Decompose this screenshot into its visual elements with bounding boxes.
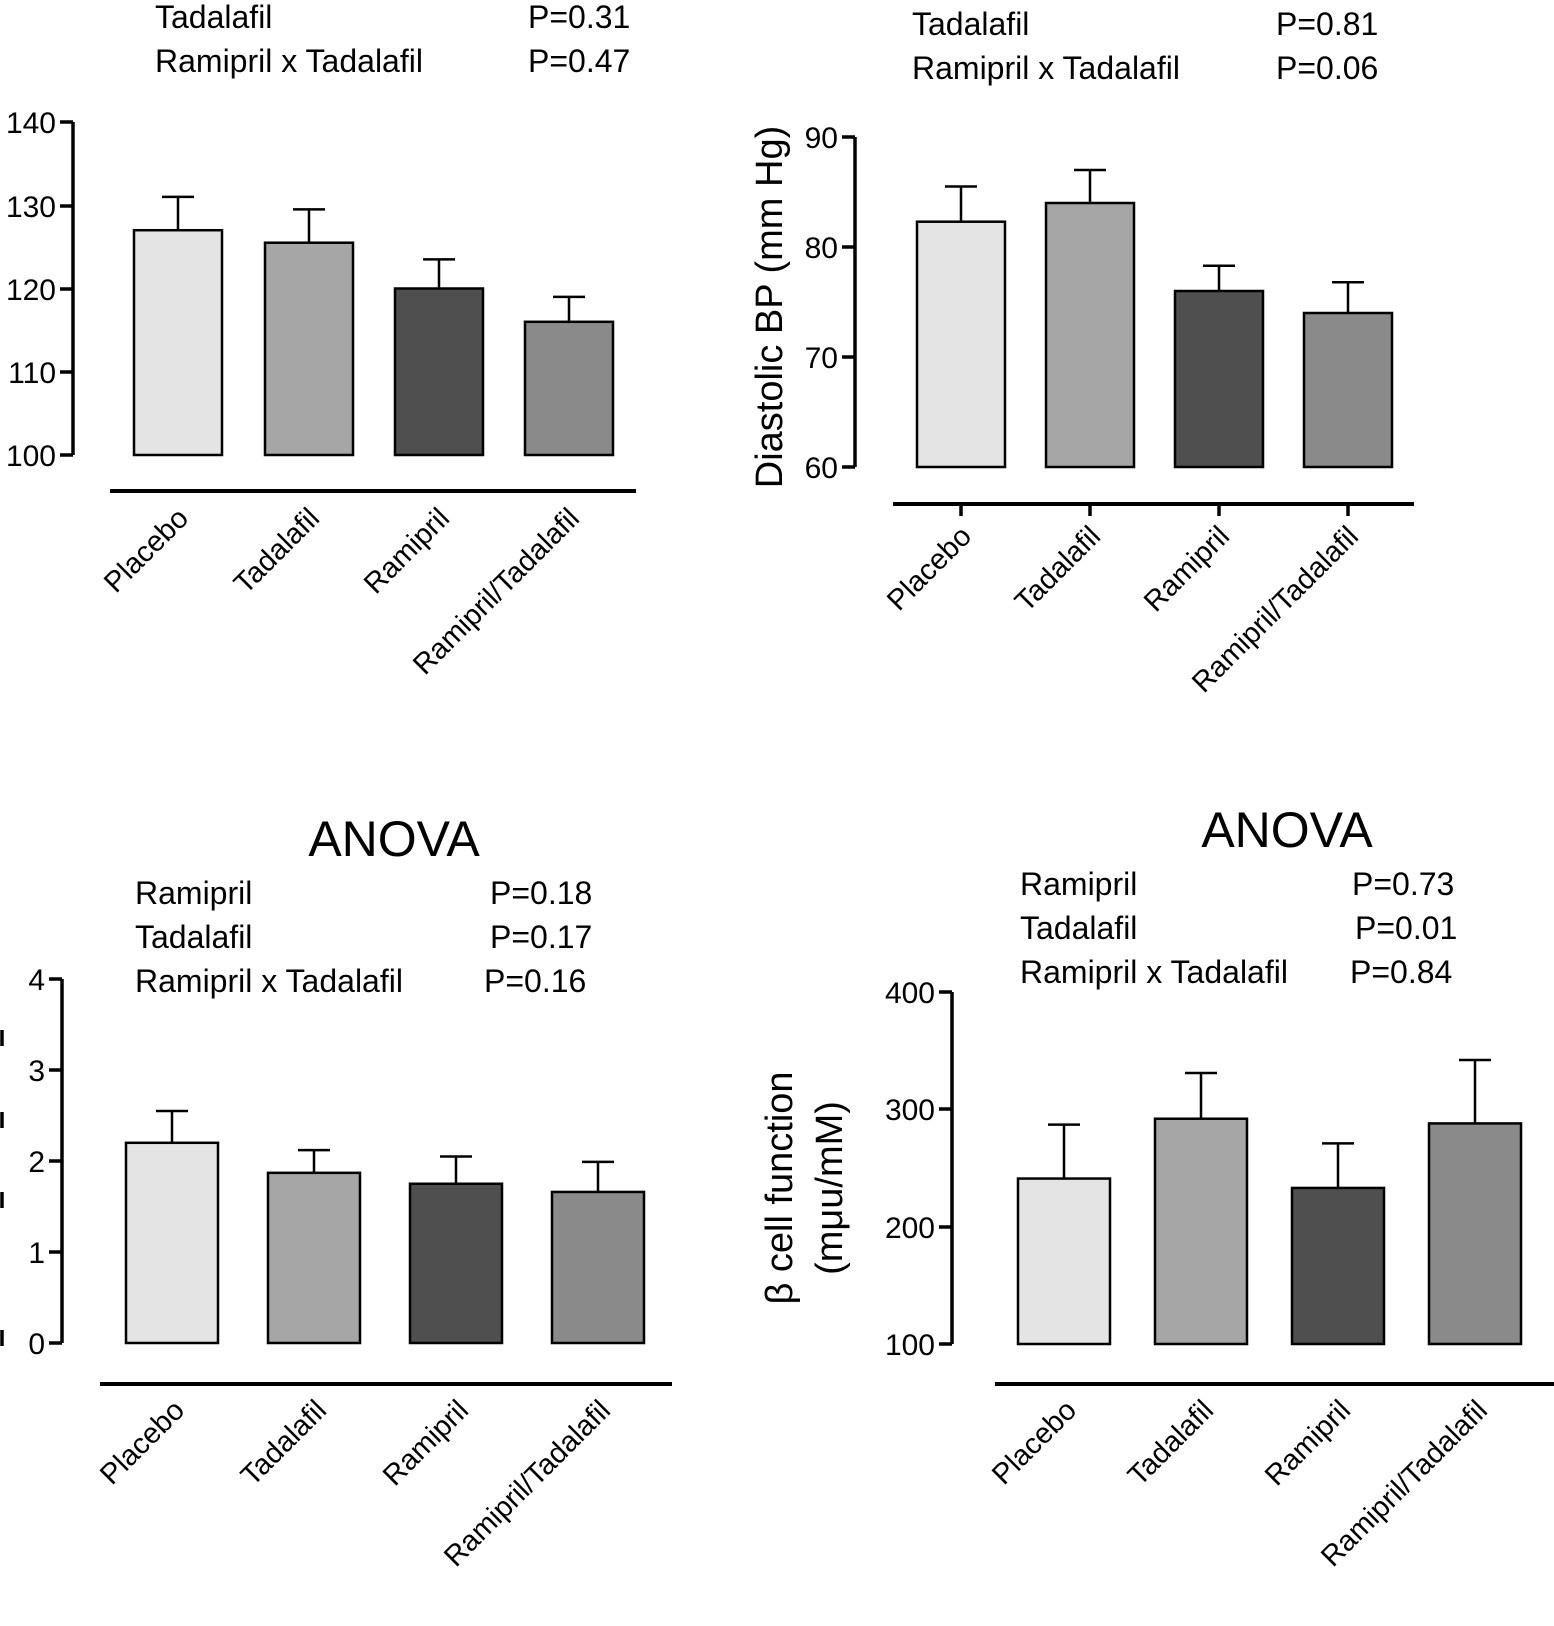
anova-p-2: P=0.47 xyxy=(528,43,630,79)
anova-label-3: Ramipril x Tadalafil xyxy=(135,963,403,999)
category-label: Tadalafil xyxy=(228,502,326,600)
anova-label-2: Ramipril x Tadalafil xyxy=(155,43,423,79)
panel-1: Tadalafil P=0.31 Ramipril x Tadalafil P=… xyxy=(6,0,636,681)
error-bar-placebo xyxy=(162,195,194,231)
category-label: Placebo xyxy=(98,502,195,599)
bar-ramipril xyxy=(1173,289,1265,469)
y-axis-title-line-1: β cell function xyxy=(759,1071,801,1304)
category-label: Placebo xyxy=(986,1394,1083,1491)
anova-label-1: Ramipril xyxy=(135,875,252,911)
error-bar-ramipril-tadalafil xyxy=(582,1160,614,1192)
anova-label-1: Tadalafil xyxy=(912,6,1029,42)
panel-3: ANOVA Ramipril P=0.18 Tadalafil P=0.17 R… xyxy=(0,811,672,1573)
bar-placebo xyxy=(1016,1177,1112,1346)
bar-placebo xyxy=(915,220,1007,469)
bar-placebo xyxy=(132,228,224,457)
anova-p-1: P=0.31 xyxy=(528,0,630,35)
category-label: Ramipril xyxy=(1138,520,1236,618)
error-bar-ramipril-tadalafil xyxy=(1332,280,1364,313)
anova-p-3: P=0.16 xyxy=(484,963,586,999)
y-tick-label: 2 xyxy=(28,1146,45,1179)
bar-ramipril-tadalafil xyxy=(1427,1122,1523,1346)
y-tick-label: 300 xyxy=(885,1094,935,1127)
bar-ramipril-tadalafil xyxy=(550,1190,646,1345)
y-axis-title-line-2: (mμu/mM) xyxy=(809,1101,851,1275)
error-bar-placebo xyxy=(945,185,977,222)
y-tick-label: 100 xyxy=(6,440,56,473)
category-label: Ramipril xyxy=(1259,1394,1357,1492)
y-tick-label: 120 xyxy=(6,274,56,307)
anova-p-1: P=0.81 xyxy=(1276,6,1378,42)
y-tick-label: 4 xyxy=(28,964,45,997)
panel-title: ANOVA xyxy=(1201,802,1373,858)
y-tick-label: 70 xyxy=(805,342,838,375)
anova-p-1: P=0.18 xyxy=(490,875,592,911)
panel-title: ANOVA xyxy=(308,811,480,867)
y-tick-label: 200 xyxy=(885,1212,935,1245)
y-tick-label: 140 xyxy=(6,107,56,140)
bar-ramipril-tadalafil xyxy=(523,320,615,457)
y-tick-label: 90 xyxy=(805,122,838,155)
category-label: Ramipril xyxy=(377,1394,475,1492)
y-tick-label: 400 xyxy=(885,977,935,1010)
y-tick-label: 1 xyxy=(28,1237,45,1270)
panel-4: ANOVA Ramipril P=0.73 Tadalafil P=0.01 R… xyxy=(759,802,1554,1573)
anova-label-3: Ramipril x Tadalafil xyxy=(1020,954,1288,990)
bar-placebo xyxy=(124,1141,220,1345)
bar-tadalafil xyxy=(263,241,355,457)
category-label: Tadalafil xyxy=(1009,520,1107,618)
panel-2: Tadalafil P=0.81 Ramipril x Tadalafil P=… xyxy=(749,6,1414,699)
bar-tadalafil xyxy=(1044,201,1136,469)
bar-ramipril xyxy=(1290,1186,1386,1346)
error-bar-tadalafil xyxy=(298,1148,330,1173)
error-bar-ramipril xyxy=(1322,1142,1354,1188)
bar-tadalafil xyxy=(266,1171,362,1345)
category-label: Tadalafil xyxy=(235,1394,333,1492)
error-bar-placebo xyxy=(1048,1123,1080,1179)
anova-p-1: P=0.73 xyxy=(1352,866,1454,902)
error-bar-ramipril xyxy=(440,1155,472,1184)
bar-tadalafil xyxy=(1153,1117,1249,1346)
error-bar-ramipril-tadalafil xyxy=(553,295,585,322)
anova-label-1: Ramipril xyxy=(1020,866,1137,902)
y-tick-label: 130 xyxy=(6,191,56,224)
y-axis-title: Diastolic BP (mm Hg) xyxy=(749,126,791,488)
anova-p-3: P=0.84 xyxy=(1350,954,1452,990)
anova-p-2: P=0.06 xyxy=(1276,50,1378,86)
error-bar-placebo xyxy=(156,1109,188,1143)
error-bar-tadalafil xyxy=(1074,168,1106,203)
y-tick-label: 0 xyxy=(28,1328,45,1361)
anova-label-2: Tadalafil xyxy=(1020,910,1137,946)
bar-ramipril xyxy=(393,287,485,457)
anova-label-1: Tadalafil xyxy=(155,0,272,35)
y-tick-label: 60 xyxy=(805,452,838,485)
y-tick-label: 100 xyxy=(885,1329,935,1362)
anova-label-2: Ramipril x Tadalafil xyxy=(912,50,1180,86)
category-label: Ramipril xyxy=(358,502,456,600)
y-tick-label: 3 xyxy=(28,1055,45,1088)
anova-p-2: P=0.17 xyxy=(490,919,592,955)
category-label: Tadalafil xyxy=(1122,1394,1220,1492)
anova-label-2: Tadalafil xyxy=(135,919,252,955)
error-bar-tadalafil xyxy=(293,208,325,243)
category-label: Placebo xyxy=(94,1394,191,1491)
error-bar-ramipril-tadalafil xyxy=(1459,1058,1491,1124)
category-label: Placebo xyxy=(881,520,978,617)
bar-ramipril-tadalafil xyxy=(1302,311,1394,469)
bar-ramipril xyxy=(408,1182,504,1345)
error-bar-tadalafil xyxy=(1185,1071,1217,1119)
y-tick-label: 110 xyxy=(8,357,56,390)
anova-p-2: P=0.01 xyxy=(1355,910,1457,946)
error-bar-ramipril xyxy=(1203,264,1235,291)
y-tick-label: 80 xyxy=(805,232,838,265)
error-bar-ramipril xyxy=(423,258,455,289)
